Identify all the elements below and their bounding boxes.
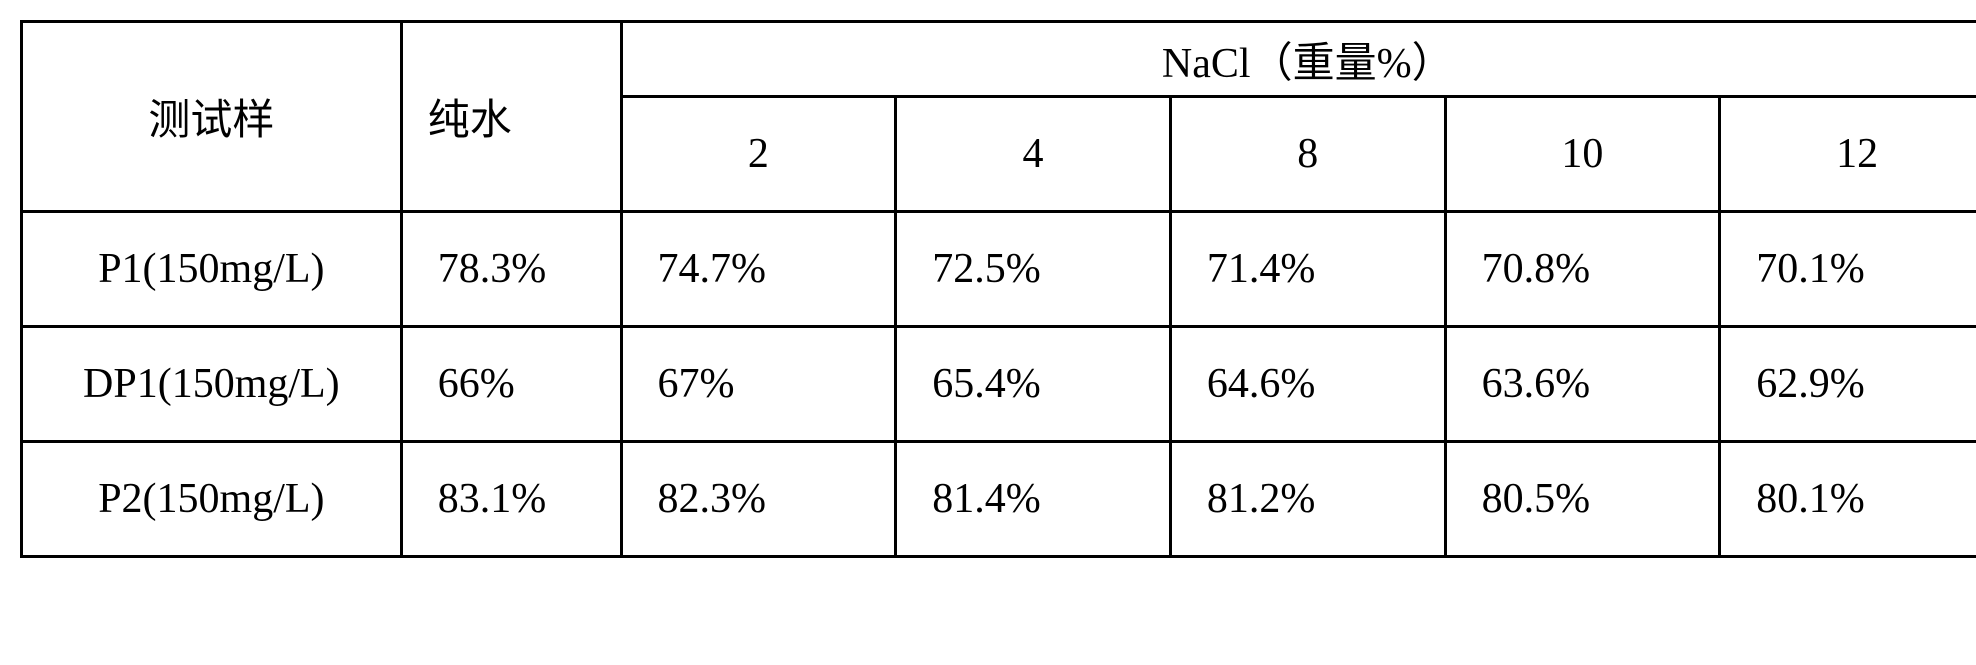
cell-value: 74.7%	[621, 212, 896, 327]
table-header: 测试样 纯水 NaCl（重量%） 2 4 8 10 12	[22, 22, 1976, 212]
cell-value: 67%	[621, 327, 896, 442]
cell-value: 81.2%	[1170, 442, 1445, 557]
cell-value: 78.3%	[401, 212, 621, 327]
header-nacl-2: 2	[621, 97, 896, 212]
header-sample: 测试样	[22, 22, 402, 212]
cell-value: 82.3%	[621, 442, 896, 557]
cell-value: 80.5%	[1445, 442, 1720, 557]
cell-value: 70.8%	[1445, 212, 1720, 327]
table-row: P2(150mg/L) 83.1% 82.3% 81.4% 81.2% 80.5…	[22, 442, 1976, 557]
table-body: P1(150mg/L) 78.3% 74.7% 72.5% 71.4% 70.8…	[22, 212, 1976, 557]
cell-sample: P1(150mg/L)	[22, 212, 402, 327]
header-nacl-12: 12	[1720, 97, 1976, 212]
table-row: P1(150mg/L) 78.3% 74.7% 72.5% 71.4% 70.8…	[22, 212, 1976, 327]
header-nacl-10: 10	[1445, 97, 1720, 212]
header-nacl-4: 4	[896, 97, 1171, 212]
table-container: 测试样 纯水 NaCl（重量%） 2 4 8 10 12 P1(150mg/L)…	[20, 20, 1976, 645]
cell-value: 83.1%	[401, 442, 621, 557]
cell-sample: DP1(150mg/L)	[22, 327, 402, 442]
header-nacl-8: 8	[1170, 97, 1445, 212]
cell-value: 71.4%	[1170, 212, 1445, 327]
cell-value: 80.1%	[1720, 442, 1976, 557]
table-row: DP1(150mg/L) 66% 67% 65.4% 64.6% 63.6% 6…	[22, 327, 1976, 442]
header-row-1: 测试样 纯水 NaCl（重量%）	[22, 22, 1976, 97]
cell-value: 70.1%	[1720, 212, 1976, 327]
cell-value: 64.6%	[1170, 327, 1445, 442]
cell-value: 66%	[401, 327, 621, 442]
data-table: 测试样 纯水 NaCl（重量%） 2 4 8 10 12 P1(150mg/L)…	[20, 20, 1976, 558]
cell-sample: P2(150mg/L)	[22, 442, 402, 557]
header-pure-water: 纯水	[401, 22, 621, 212]
cell-value: 65.4%	[896, 327, 1171, 442]
cell-value: 72.5%	[896, 212, 1171, 327]
cell-value: 62.9%	[1720, 327, 1976, 442]
cell-value: 63.6%	[1445, 327, 1720, 442]
cell-value: 81.4%	[896, 442, 1171, 557]
header-nacl-group: NaCl（重量%）	[621, 22, 1976, 97]
